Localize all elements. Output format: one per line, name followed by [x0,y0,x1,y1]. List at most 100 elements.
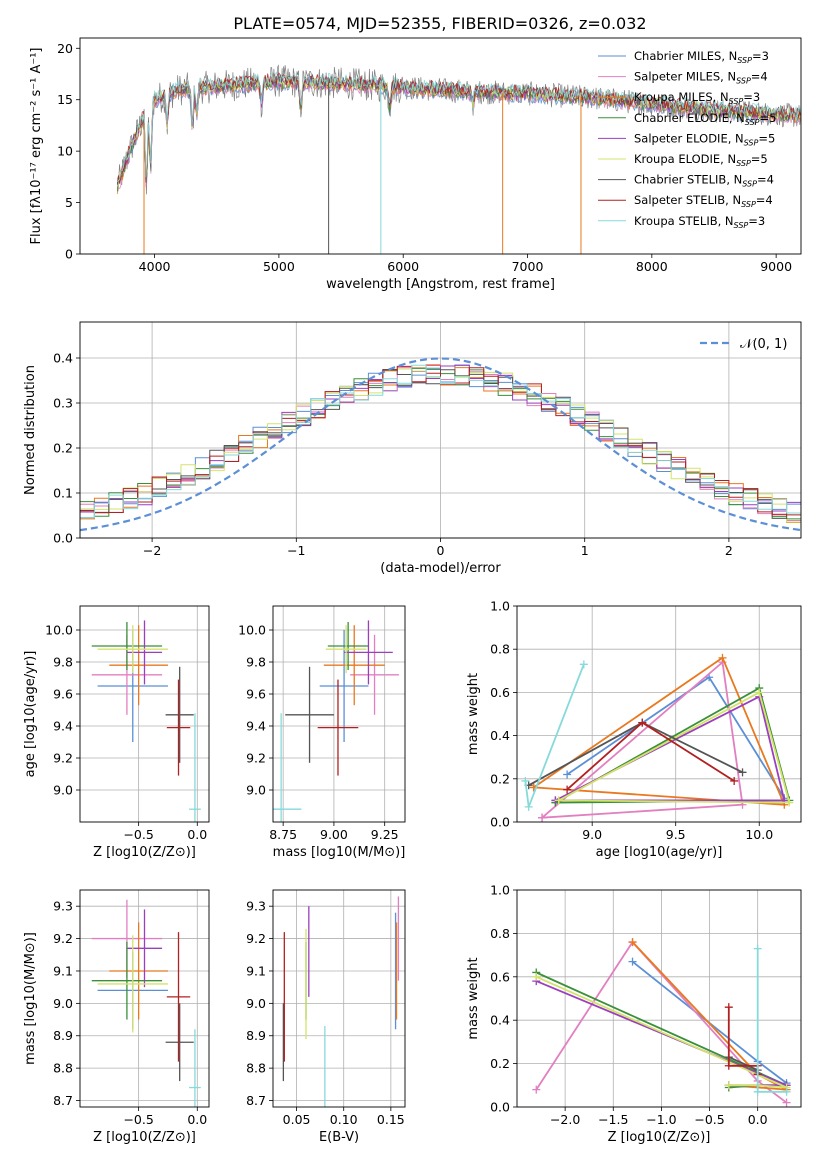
y-tick-label: 0.8 [490,642,510,657]
errorbar-point [91,941,163,1020]
errorbar-point [344,620,393,685]
x-axis-label: age [log10(age/yr)] [596,845,723,860]
axes-frame [272,605,406,823]
x-tick-label: 8.75 [269,827,297,842]
errorbar-point [327,622,369,670]
weight-line [533,656,786,806]
y-tick-label: 9.1 [53,963,73,978]
errorbar-point [97,625,168,674]
y-tick-label: 1.0 [490,883,510,898]
errorbar-point [91,622,163,670]
legend-label: Salpeter STELIB, NSSP=4 [634,193,773,209]
legend-label: Salpeter MILES, NSSP=4 [634,70,768,86]
y-tick-label: 9.0 [246,783,266,798]
weight-marker [638,718,647,727]
plot-area [91,899,201,1107]
y-tick-label: 10 [57,144,73,159]
weight-marker [579,660,588,669]
x-axis-label: E(B-V) [319,1130,359,1145]
histogram-kroupa-stelib [80,364,801,538]
legend-label: Kroupa MILES, NSSP=3 [634,90,760,106]
x-tick-label: 7000 [512,259,544,274]
x-tick-label: 0.10 [330,1112,358,1127]
weight-marker [782,1087,791,1096]
weight-line [528,721,743,787]
panel-age-vs-mass: 8.75 9.00 9.25 9.0 9.2 9.4 9.6 9.8 10.0 mass [log… [238,605,406,860]
legend-label: Chabrier MILES, NSSP=3 [634,49,769,65]
weight-marker [563,785,572,794]
errorbar-point [319,630,369,742]
errorbar-point [323,625,385,706]
plot-area [273,620,399,822]
axes-frame [79,37,802,255]
y-tick-label: 9.8 [53,655,73,670]
weight-marker [753,944,762,953]
spectrum-legend: Chabrier MILES, NSSP=3 Salpeter MILES, NS… [598,49,776,230]
y-tick-label: 8.8 [246,1061,266,1076]
weight-marker [538,813,547,822]
weight-line [554,695,786,802]
y-tick-label: 10.0 [45,623,73,638]
weight-marker [755,688,764,697]
x-tick-label: −2.0 [550,1112,580,1127]
x-tick-label: −0.5 [123,827,153,842]
plot-area [80,357,801,538]
panel-mass-weight-vs-age: 9.0 9.5 10.0 0.0 0.2 0.4 0.6 0.8 1.0 age [log10(a… [466,599,802,860]
y-tick-label: 8.7 [246,1093,266,1108]
legend-label: Salpeter ELODIE, NSSP=5 [634,131,775,147]
spectrum-model-line [116,73,801,185]
errorbar-point [189,1029,201,1107]
weight-marker [563,770,572,779]
panel-age-vs-Z: −0.5 0.0 9.0 9.2 9.4 9.6 9.8 10.0 Z [log10(Z/Z⊙)… [23,605,210,860]
x-tick-label: 6000 [387,259,419,274]
panel-mass-vs-Z: −0.5 0.0 8.7 8.8 8.9 9.0 9.1 9.2 9.3 Z [log10(Z/Z… [23,889,210,1145]
x-tick-label: 0.0 [748,1112,768,1127]
weight-marker [724,1061,733,1070]
x-axis-label: wavelength [Angstrom, rest frame] [326,277,555,292]
errorbar-point [109,922,168,1020]
x-axis-label: Z [log10(Z/Z⊙)] [93,845,196,860]
y-tick-label: 0.0 [490,815,510,830]
weight-marker [718,653,727,662]
x-tick-label: −1.5 [598,1112,628,1127]
y-tick-label: 0.0 [53,531,73,546]
weight-line [535,975,787,1089]
weight-marker [730,776,739,785]
x-tick-label: 4000 [139,259,171,274]
y-tick-label: 15 [57,92,73,107]
errorbar-point [285,666,334,763]
errorbar-point [166,679,191,776]
errorbar-point [165,666,194,763]
y-tick-label: 9.3 [246,899,266,914]
y-tick-label: 9.0 [53,996,73,1011]
x-tick-label: 9.00 [320,827,348,842]
x-tick-label: 9.25 [371,827,399,842]
weight-marker [554,796,563,805]
y-tick-label: 0.1 [53,486,73,501]
y-tick-label: 8.9 [246,1028,266,1043]
gaussian-curve [80,357,801,532]
y-tick-label: 8.9 [53,1028,73,1043]
axes-frame [516,605,802,823]
errorbar-point [166,932,191,1062]
plot-area [91,620,201,822]
x-tick-label: 0.0 [187,1112,207,1127]
y-tick-label: 0.4 [490,1013,510,1028]
weight-marker [628,957,637,966]
weight-marker [724,1081,733,1090]
weight-marker [782,1098,791,1107]
y-tick-label: 9.2 [53,751,73,766]
x-tick-label: 2 [725,543,733,558]
errorbar-point [317,679,359,776]
y-tick-label: 0.8 [490,926,510,941]
y-tick-label: 0.6 [490,685,510,700]
errorbar-point [97,935,168,1033]
weight-marker [532,1085,541,1094]
y-tick-label: 5 [65,195,73,210]
weight-marker [532,972,541,981]
y-tick-label: 0.0 [490,1100,510,1115]
y-tick-label: 9.2 [53,931,73,946]
plot-area [521,653,794,822]
axes-frame [79,889,210,1108]
